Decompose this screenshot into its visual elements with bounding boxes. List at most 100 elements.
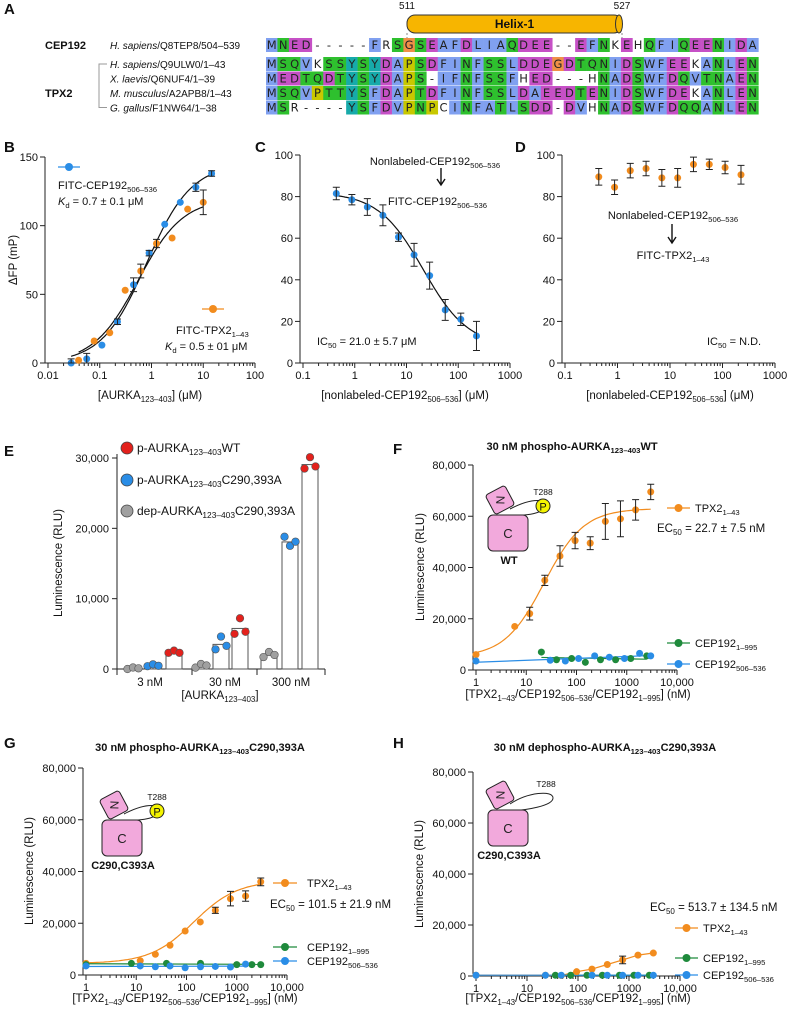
residue-highlight bbox=[380, 100, 393, 115]
legend-label: TPX21–43 bbox=[307, 878, 352, 892]
x-tick-label: 10 bbox=[521, 983, 533, 995]
residue-highlight bbox=[712, 38, 725, 52]
x-tick-label: 0.1 bbox=[295, 370, 310, 382]
c-lobe-label: C bbox=[117, 831, 126, 846]
data-point bbox=[136, 962, 144, 970]
residue-highlight bbox=[346, 100, 358, 115]
c-lobe bbox=[487, 514, 529, 552]
legend-marker bbox=[281, 943, 289, 951]
residue-highlight bbox=[437, 38, 450, 52]
x-tick-label: 10,000 bbox=[660, 677, 694, 689]
error-bar bbox=[526, 606, 534, 621]
error-bar bbox=[586, 536, 594, 551]
error-bar bbox=[242, 890, 250, 902]
y-axis-label: Luminescence (RLU) bbox=[24, 817, 36, 925]
replicate-point bbox=[270, 650, 279, 660]
data-point bbox=[98, 341, 106, 349]
legend-marker bbox=[682, 971, 691, 979]
residue-highlight bbox=[701, 71, 713, 86]
residue-highlight bbox=[311, 71, 324, 86]
replicate-point bbox=[134, 664, 143, 673]
residue-highlight bbox=[495, 86, 507, 100]
legend-label: CEP192506–536 bbox=[307, 956, 378, 970]
y-tick-label: 0 bbox=[32, 358, 38, 370]
y-tick-label: 20,000 bbox=[42, 918, 76, 930]
panel-label-h: H bbox=[393, 735, 404, 752]
error-bar bbox=[410, 242, 418, 267]
n-lobe: N bbox=[485, 485, 515, 515]
legend-marker bbox=[120, 504, 134, 518]
helix-end-residue: 527 bbox=[614, 1, 631, 12]
y-tick-label: 40 bbox=[543, 275, 555, 287]
error-bar bbox=[394, 232, 402, 242]
residue-highlight bbox=[369, 71, 381, 86]
error-bar bbox=[332, 186, 340, 201]
error-bar bbox=[257, 877, 265, 887]
residue-highlight bbox=[563, 57, 576, 71]
data-point bbox=[591, 652, 599, 660]
residue-highlight bbox=[472, 38, 484, 52]
y-tick-label: 100 bbox=[275, 150, 293, 162]
residue-highlight bbox=[288, 86, 301, 100]
data-point bbox=[612, 656, 620, 664]
residue-highlight bbox=[300, 86, 313, 100]
residue-highlight bbox=[540, 38, 553, 52]
residue-highlight bbox=[506, 71, 519, 86]
residue-highlight bbox=[632, 86, 645, 100]
residue-highlight bbox=[449, 57, 461, 71]
y-tick-label: 50 bbox=[26, 289, 38, 301]
n-lobe-label: N bbox=[493, 790, 507, 799]
residue-highlight bbox=[529, 86, 542, 100]
category-label: 3 nM bbox=[137, 677, 163, 689]
replicate-point bbox=[154, 661, 163, 670]
residue-highlight bbox=[517, 57, 530, 71]
residue-highlight bbox=[540, 57, 553, 71]
residue-highlight bbox=[369, 57, 381, 71]
error-bar bbox=[619, 955, 627, 965]
data-point bbox=[627, 654, 635, 662]
residue-highlight bbox=[300, 38, 313, 52]
data-point bbox=[151, 963, 159, 971]
residue-highlight bbox=[414, 100, 427, 115]
residue-highlight bbox=[724, 86, 736, 100]
phosphate-icon bbox=[149, 803, 165, 819]
data-point bbox=[168, 234, 176, 242]
y-tick-label: 60 bbox=[543, 233, 555, 245]
residue-highlight bbox=[735, 71, 748, 86]
residue-highlight bbox=[689, 71, 702, 86]
legend-marker bbox=[682, 924, 691, 932]
data-point bbox=[553, 656, 561, 664]
residue-highlight bbox=[666, 86, 679, 100]
data-point bbox=[211, 962, 219, 970]
helix-label: Helix-1 bbox=[495, 17, 535, 31]
residue-highlight bbox=[288, 38, 301, 52]
category-label: 30 nM bbox=[209, 677, 241, 689]
residue-highlight bbox=[460, 71, 473, 86]
error-bar bbox=[472, 320, 480, 352]
error-bar bbox=[67, 358, 75, 364]
ec50-value: EC50 = 101.5 ± 21.9 nM bbox=[270, 899, 391, 913]
x-axis-label: [AURKA123–403] bbox=[181, 690, 258, 704]
error-bar bbox=[379, 204, 387, 227]
residue-highlight bbox=[460, 86, 473, 100]
probe-label: FITC-CEP192506–536 bbox=[388, 196, 487, 210]
residue-highlight bbox=[586, 86, 599, 100]
data-point bbox=[82, 962, 90, 970]
data-point bbox=[197, 963, 205, 971]
data-point bbox=[472, 971, 480, 979]
error-bar bbox=[595, 168, 603, 186]
residue-highlight bbox=[369, 100, 381, 115]
replicate-point bbox=[202, 661, 211, 670]
residue-highlight bbox=[701, 86, 713, 100]
y-tick-label: 80 bbox=[281, 192, 293, 204]
residue-highlight bbox=[598, 71, 610, 86]
x-tick-label: 100 bbox=[713, 370, 731, 382]
y-tick-label: 40,000 bbox=[42, 867, 76, 879]
x-tick-label: 1 bbox=[614, 370, 620, 382]
residue-highlight bbox=[712, 86, 725, 100]
